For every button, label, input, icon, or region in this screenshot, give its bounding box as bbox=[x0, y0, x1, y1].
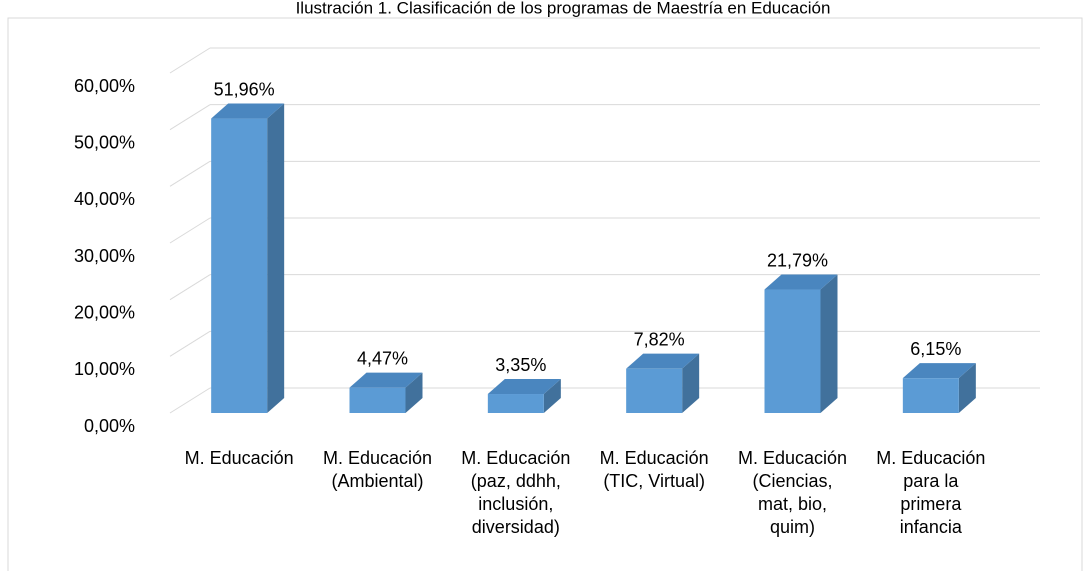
chart-border bbox=[7, 17, 1083, 571]
y-tick-label: 40,00% bbox=[74, 189, 135, 209]
value-label: 7,82% bbox=[634, 329, 685, 349]
bar-top bbox=[487, 379, 561, 395]
y-tick-label: 20,00% bbox=[74, 302, 135, 322]
chart-title: Ilustración 1. Clasificación de los prog… bbox=[296, 0, 831, 17]
bar-side bbox=[820, 274, 838, 413]
grid-side bbox=[169, 330, 211, 357]
grid-side bbox=[169, 160, 211, 187]
grid-side bbox=[169, 387, 211, 414]
x-tick-label: M. Educación (Ciencias, mat, bio, quim) bbox=[738, 448, 847, 537]
bar-top bbox=[349, 372, 423, 388]
x-tick-label: M. Educación para la primera infancia bbox=[876, 448, 985, 537]
bar-side bbox=[405, 372, 423, 413]
x-tick-label: M. Educación bbox=[185, 448, 294, 468]
grid-side bbox=[169, 104, 211, 131]
value-label: 21,79% bbox=[767, 250, 828, 270]
bar bbox=[764, 289, 821, 413]
x-tick-label: M. Educación (TIC, Virtual) bbox=[600, 448, 709, 491]
bar-top bbox=[764, 274, 838, 290]
y-tick-label: 60,00% bbox=[74, 76, 135, 96]
value-label: 51,96% bbox=[214, 79, 275, 99]
bar-side bbox=[267, 103, 285, 413]
bar-top bbox=[902, 363, 976, 379]
y-tick-label: 10,00% bbox=[74, 359, 135, 379]
value-label: 3,35% bbox=[495, 355, 546, 375]
grid-side bbox=[169, 274, 211, 301]
bar-side bbox=[958, 363, 976, 413]
y-tick-label: 0,00% bbox=[84, 416, 135, 436]
grid-side bbox=[169, 47, 211, 74]
value-label: 4,47% bbox=[357, 348, 408, 368]
value-label: 6,15% bbox=[910, 339, 961, 359]
grid-side bbox=[169, 217, 211, 244]
x-tick-label: M. Educación (Ambiental) bbox=[323, 448, 432, 491]
bar bbox=[902, 378, 959, 413]
bar-top bbox=[626, 353, 700, 369]
bar bbox=[349, 387, 406, 413]
bar bbox=[211, 118, 268, 413]
bar-top bbox=[211, 103, 285, 119]
bar bbox=[626, 368, 683, 413]
bar-side bbox=[682, 353, 700, 413]
y-tick-label: 30,00% bbox=[74, 246, 135, 266]
y-tick-label: 50,00% bbox=[74, 132, 135, 152]
bar-side bbox=[543, 379, 561, 413]
x-tick-label: M. Educación (paz, ddhh, inclusión, diversi… bbox=[461, 448, 570, 537]
bar bbox=[487, 394, 544, 413]
